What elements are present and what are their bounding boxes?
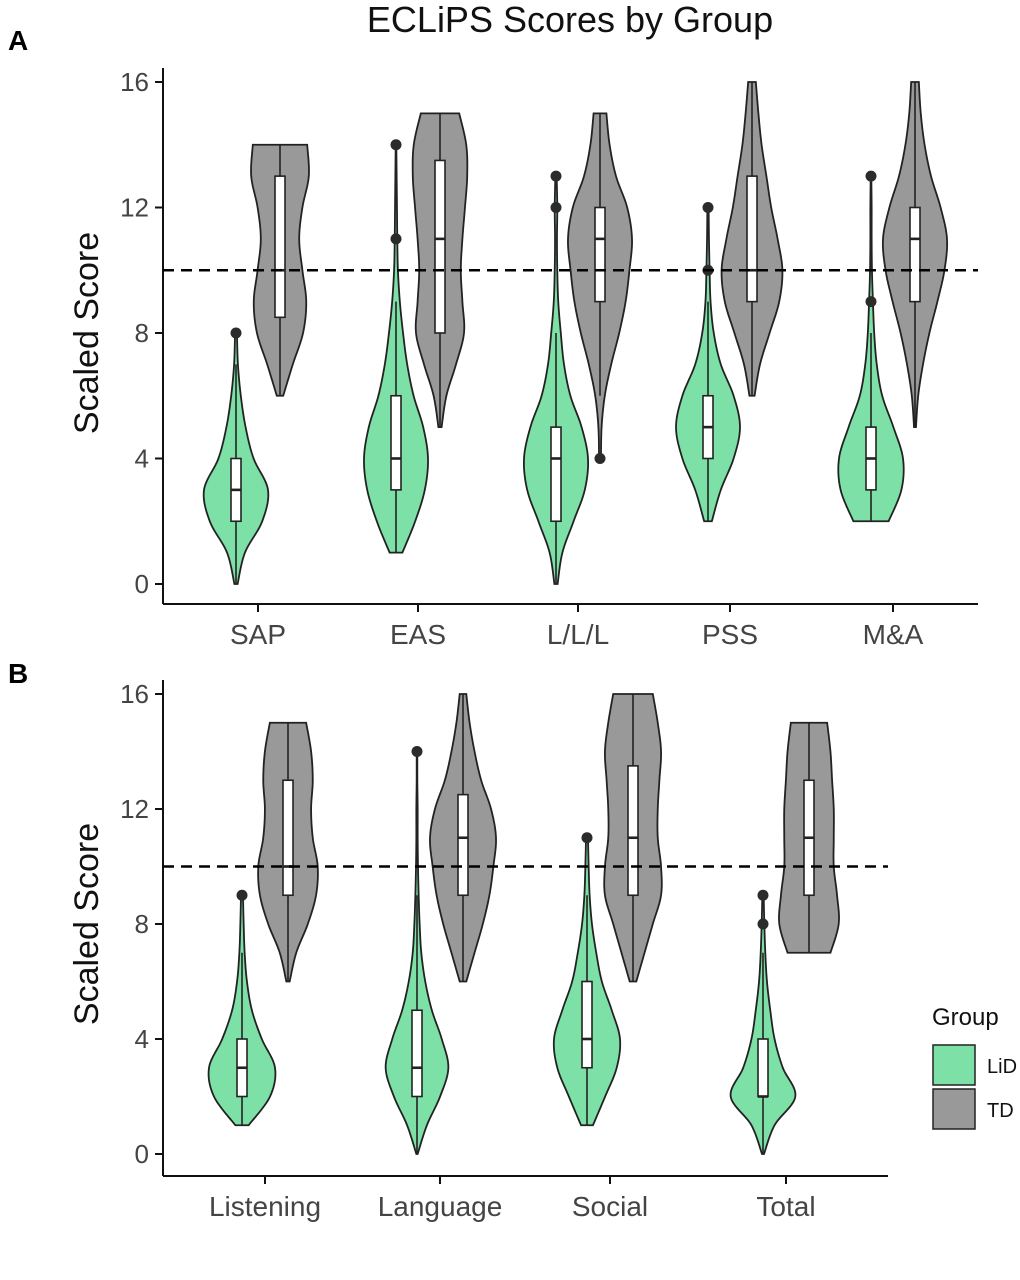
iqr-box — [581, 980, 593, 1069]
violin-lid-pss — [675, 202, 741, 523]
y-tick-label: 16 — [120, 679, 149, 709]
violin-lid-social — [552, 832, 622, 1127]
iqr-box — [909, 206, 921, 303]
outlier-point — [865, 296, 877, 308]
violin-lid-language — [384, 746, 450, 1155]
violin-lid-eas — [363, 139, 429, 554]
iqr-box — [757, 1038, 769, 1098]
iqr-box — [434, 159, 446, 334]
violin-td-l-l-l — [567, 112, 633, 464]
iqr-box — [746, 175, 758, 303]
legend-label-td: TD — [987, 1100, 1014, 1122]
outlier-point — [702, 202, 714, 213]
outlier-point — [757, 918, 769, 930]
outlier-point — [550, 170, 562, 182]
violin-lid-listening — [207, 889, 277, 1127]
x-tick-label: Listening — [209, 1191, 321, 1222]
y-tick-label: 12 — [120, 794, 149, 824]
iqr-box — [282, 779, 294, 897]
panel-a-label: A — [8, 25, 28, 56]
x-tick-label: Social — [572, 1191, 648, 1222]
y-tick-label: 0 — [135, 569, 149, 599]
y-tick-label: 4 — [135, 444, 149, 474]
y-tick-label: 4 — [135, 1024, 149, 1054]
y-tick-label: 8 — [135, 909, 149, 939]
violin-lid-total — [729, 889, 797, 1155]
x-tick-label: EAS — [390, 619, 446, 650]
x-tick-label: Total — [756, 1191, 815, 1222]
iqr-box — [594, 206, 606, 303]
violin-lid-m-a — [837, 170, 905, 523]
y-tick-label: 0 — [135, 1139, 149, 1169]
iqr-box — [627, 765, 639, 897]
outlier-point — [581, 832, 593, 844]
iqr-box — [411, 1009, 423, 1098]
outlier-point — [236, 889, 248, 901]
y-tick-label: 12 — [120, 193, 149, 223]
outlier-point — [411, 746, 423, 757]
legend-swatch-lid — [932, 1044, 976, 1086]
panel-a-y-axis-title: Scaled Score — [68, 232, 106, 434]
y-tick-label: 8 — [135, 318, 149, 348]
x-tick-label: L/L/L — [547, 619, 609, 650]
violin-lid-sap — [202, 327, 270, 585]
outlier-point — [550, 202, 562, 213]
violin-td-m-a — [881, 81, 949, 429]
iqr-box — [390, 394, 402, 491]
violin-td-listening — [257, 721, 319, 983]
figure-title: ECLiPS Scores by Group — [367, 0, 773, 40]
x-tick-label: Language — [378, 1191, 503, 1222]
y-tick-label: 16 — [120, 67, 149, 97]
violin-td-total — [778, 721, 840, 954]
outlier-point — [757, 889, 769, 901]
outlier-point — [390, 139, 402, 151]
iqr-box — [457, 793, 469, 897]
legend-label-lid: LiD — [987, 1056, 1017, 1078]
violin-td-social — [603, 693, 663, 983]
x-tick-label: PSS — [702, 619, 758, 650]
outlier-point — [390, 233, 402, 245]
outlier-point — [594, 453, 606, 464]
outlier-point — [865, 170, 877, 182]
panel-b-label: B — [8, 658, 28, 689]
x-tick-label: M&A — [863, 619, 924, 650]
legend-title: Group — [932, 1004, 999, 1031]
outlier-point — [230, 327, 242, 339]
violin-lid-l-l-l — [523, 170, 589, 585]
panel-a: A Scaled Score 0 4 8 12 16 SAP EAS L/L/L PSS M&A — [8, 25, 978, 650]
iqr-box — [550, 426, 562, 523]
iqr-box — [274, 175, 286, 319]
violin-td-pss — [720, 81, 784, 397]
legend: Group LiD TD — [932, 1004, 1017, 1130]
panel-b: B Scaled Score 0 4 8 12 16 Listening Language S… — [8, 658, 888, 1222]
panel-b-y-axis-title: Scaled Score — [68, 823, 106, 1025]
legend-swatch-td — [932, 1088, 976, 1130]
x-tick-label: SAP — [230, 619, 286, 650]
violin-td-language — [429, 693, 497, 983]
